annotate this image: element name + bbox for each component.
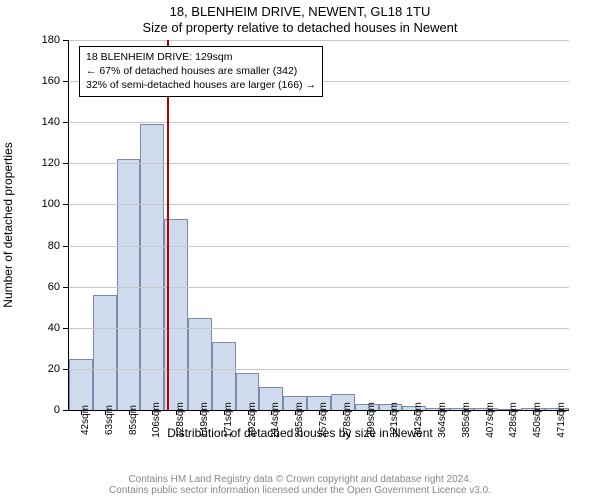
- y-tick: [63, 204, 68, 205]
- footer-line2: Contains public sector information licen…: [0, 485, 600, 496]
- y-tick-label: 0: [20, 404, 60, 416]
- x-axis-title: Distribution of detached houses by size …: [0, 426, 600, 440]
- plot-area: 18 BLENHEIM DRIVE: 129sqm← 67% of detach…: [68, 40, 569, 411]
- gridline: [69, 40, 569, 41]
- histogram-bar: [93, 295, 117, 410]
- y-tick-label: 80: [20, 240, 60, 252]
- chart-title-address: 18, BLENHEIM DRIVE, NEWENT, GL18 1TU: [0, 4, 600, 19]
- y-tick: [63, 328, 68, 329]
- y-tick-label: 180: [20, 34, 60, 46]
- y-tick-label: 140: [20, 116, 60, 128]
- gridline: [69, 287, 569, 288]
- gridline: [69, 328, 569, 329]
- y-tick: [63, 410, 68, 411]
- y-tick-label: 40: [20, 322, 60, 334]
- histogram-bar: [117, 159, 141, 410]
- y-tick: [63, 163, 68, 164]
- gridline: [69, 163, 569, 164]
- y-tick: [63, 369, 68, 370]
- gridline: [69, 204, 569, 205]
- y-tick-label: 20: [20, 363, 60, 375]
- y-tick: [63, 246, 68, 247]
- y-tick-label: 160: [20, 75, 60, 87]
- y-tick-label: 60: [20, 281, 60, 293]
- gridline: [69, 122, 569, 123]
- gridline: [69, 369, 569, 370]
- annotation-line: ← 67% of detached houses are smaller (34…: [86, 64, 316, 78]
- y-tick: [63, 81, 68, 82]
- annotation-line: 32% of semi-detached houses are larger (…: [86, 78, 316, 92]
- y-tick-label: 120: [20, 157, 60, 169]
- footer-line1: Contains HM Land Registry data © Crown c…: [0, 474, 600, 485]
- histogram-bar: [188, 318, 212, 411]
- histogram-bar: [69, 359, 93, 410]
- histogram-bar: [140, 124, 164, 410]
- y-tick: [63, 122, 68, 123]
- histogram-bar: [212, 342, 236, 410]
- chart-subtitle: Size of property relative to detached ho…: [0, 20, 600, 35]
- annotation-line: 18 BLENHEIM DRIVE: 129sqm: [86, 50, 316, 64]
- y-tick: [63, 287, 68, 288]
- annotation-box: 18 BLENHEIM DRIVE: 129sqm← 67% of detach…: [79, 46, 323, 97]
- gridline: [69, 246, 569, 247]
- y-tick-label: 100: [20, 198, 60, 210]
- chart-container: { "title_line1":"18, BLENHEIM DRIVE, NEW…: [0, 0, 600, 500]
- y-tick: [63, 40, 68, 41]
- footer-attribution: Contains HM Land Registry data © Crown c…: [0, 474, 600, 496]
- y-axis-title: Number of detached properties: [1, 142, 15, 307]
